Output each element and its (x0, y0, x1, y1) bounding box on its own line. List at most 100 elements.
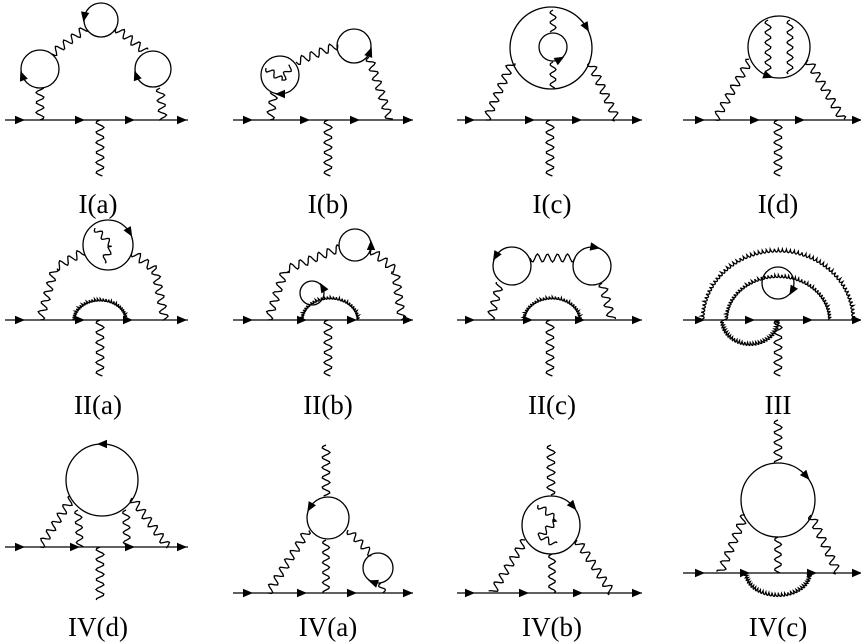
arrowhead (350, 115, 360, 125)
photon-line (698, 246, 856, 321)
arrowhead (347, 588, 357, 598)
arrowhead (465, 588, 475, 598)
photon-line (130, 251, 169, 322)
caption-II-a: II(a) (74, 390, 122, 420)
photon-line (298, 294, 362, 321)
fermion-loop (65, 443, 139, 517)
diagram-I-d (683, 15, 861, 177)
photon-line (121, 509, 131, 548)
photon-line (773, 419, 783, 464)
arrowhead (799, 469, 810, 480)
caption-I-b: I(b) (308, 189, 348, 219)
arrowhead (347, 315, 357, 325)
arrowhead (632, 115, 642, 125)
photon-line (529, 253, 576, 263)
fermion-loop (761, 266, 795, 300)
arrowhead (553, 56, 565, 66)
photon-line (549, 9, 557, 33)
arrowhead (243, 588, 253, 598)
arrowhead (15, 542, 25, 552)
caption-I-c: I(c) (533, 189, 572, 219)
arrowhead (75, 115, 85, 125)
diagram-II-c (457, 242, 642, 377)
arrowhead (745, 315, 755, 325)
photon-line (520, 294, 584, 321)
arrowhead (403, 315, 413, 325)
arrowhead (740, 568, 750, 578)
photon-line (547, 553, 557, 594)
fermion-loop (492, 246, 532, 286)
photon-line (537, 504, 558, 546)
arrowhead (519, 588, 529, 598)
arrowhead (525, 115, 535, 125)
arrowhead (307, 501, 316, 512)
arrowhead (795, 115, 805, 125)
arrowhead (15, 115, 25, 125)
diagrams-layer (5, 2, 861, 601)
arrowhead (75, 315, 85, 325)
arrowhead (573, 588, 583, 598)
photon-line (720, 319, 781, 347)
fermion-loop (83, 2, 119, 38)
fermion-loop (747, 15, 811, 79)
arrowhead (364, 47, 373, 58)
photon-line (587, 61, 619, 122)
photon-line (764, 19, 772, 75)
arrowhead (572, 115, 582, 125)
photon-line (574, 539, 613, 596)
arrowhead (123, 226, 133, 237)
photon-line (114, 27, 149, 53)
arrowhead (493, 250, 502, 261)
photon-line (39, 495, 73, 549)
caption-II-c: II(c) (528, 390, 576, 420)
photon-line (549, 61, 557, 89)
arrowhead (750, 115, 760, 125)
arrowhead (807, 568, 817, 578)
photon-line (773, 119, 783, 177)
arrowhead (580, 21, 589, 32)
photon-line (598, 282, 617, 320)
photon-line (323, 119, 333, 177)
arrowhead (465, 115, 475, 125)
arrowhead (19, 70, 28, 82)
arrowhead (125, 115, 135, 125)
arrowhead (368, 579, 379, 588)
arrowhead (803, 315, 813, 325)
arrowhead (133, 70, 142, 82)
diagram-III (683, 246, 861, 377)
arrowhead (632, 315, 642, 325)
fermion-loop (134, 50, 172, 88)
photon-line (95, 319, 105, 377)
arrowhead (566, 499, 577, 511)
fermion-loop (362, 552, 394, 584)
photon-line (714, 58, 751, 121)
diagram-II-b (233, 228, 413, 377)
photon-line (346, 529, 372, 557)
arrowhead (403, 115, 413, 125)
diagram-IV-a (233, 444, 413, 598)
fermion-loop (338, 228, 372, 262)
photon-line (37, 249, 86, 321)
caption-II-b: II(b) (303, 390, 352, 420)
photon-line (74, 509, 84, 548)
photon-line (716, 514, 747, 572)
arrowhead (762, 70, 774, 79)
arrowhead (81, 11, 90, 22)
photon-line (773, 536, 783, 574)
arrowhead (465, 315, 475, 325)
photon-line (546, 444, 556, 496)
fermion-loop (82, 219, 134, 271)
photon-line (487, 281, 504, 321)
arrowhead (319, 282, 329, 294)
photon-line (267, 530, 312, 595)
caption-I-d: I(d) (758, 189, 798, 219)
photon-line (321, 539, 331, 594)
photon-line (323, 319, 333, 377)
photon-line (722, 272, 832, 321)
photon-line (265, 243, 340, 321)
arrowhead (70, 542, 80, 552)
fermion-loop (509, 6, 593, 90)
fermion-loop (306, 496, 350, 540)
arrowhead (695, 115, 705, 125)
arrowhead (297, 588, 307, 598)
